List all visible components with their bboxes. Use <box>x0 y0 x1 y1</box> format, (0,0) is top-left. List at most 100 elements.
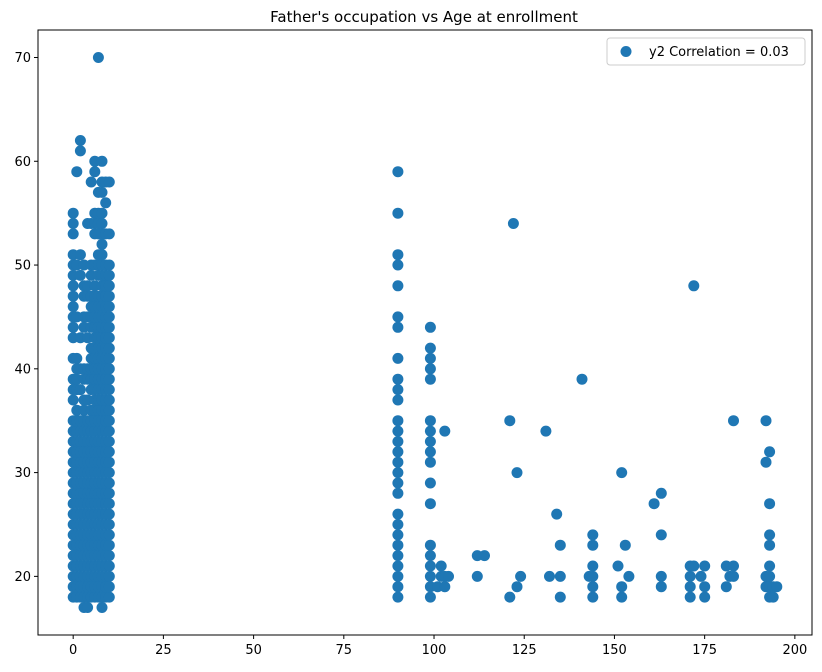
data-point <box>392 519 404 530</box>
data-point <box>392 311 404 323</box>
data-point <box>96 249 108 261</box>
data-point <box>587 539 599 551</box>
y-tick-label: 30 <box>14 466 31 481</box>
data-point <box>699 560 711 572</box>
data-point <box>103 539 115 551</box>
chart-title: Father's occupation vs Age at enrollment <box>270 8 578 26</box>
data-point <box>764 570 776 582</box>
data-point <box>89 166 101 178</box>
data-point <box>103 560 115 572</box>
data-point <box>507 218 519 229</box>
data-point <box>619 539 631 551</box>
data-point <box>392 249 404 261</box>
data-point <box>424 373 436 385</box>
data-point <box>392 570 404 582</box>
data-point <box>392 487 404 499</box>
data-point <box>100 197 112 209</box>
data-point <box>424 342 436 354</box>
data-point <box>424 436 436 447</box>
data-point <box>439 581 451 593</box>
data-point <box>424 446 436 458</box>
data-point <box>688 560 700 572</box>
data-point <box>103 321 115 333</box>
plot-frame <box>37 29 813 636</box>
data-point <box>74 249 86 261</box>
data-point <box>103 259 115 271</box>
data-point <box>435 560 447 572</box>
data-point <box>515 570 527 582</box>
data-point <box>612 560 624 572</box>
data-point <box>103 529 115 541</box>
data-point <box>67 280 79 292</box>
data-point <box>554 591 566 603</box>
data-point <box>392 280 404 292</box>
data-point <box>103 415 115 427</box>
data-point <box>392 352 404 364</box>
data-point <box>103 487 115 499</box>
data-point <box>103 508 115 520</box>
data-point <box>74 145 86 157</box>
data-point <box>540 425 552 437</box>
x-tick-label: 25 <box>155 643 172 658</box>
data-point <box>504 415 516 427</box>
data-point <box>424 321 436 333</box>
data-point <box>695 570 707 582</box>
y-tick-label: 60 <box>14 155 31 170</box>
data-point <box>616 467 628 479</box>
data-point <box>392 477 404 489</box>
data-point <box>439 425 451 437</box>
data-point <box>392 508 404 520</box>
data-point <box>103 384 115 396</box>
data-point <box>392 394 404 406</box>
data-point <box>392 425 404 437</box>
data-point <box>96 602 108 613</box>
data-point <box>587 570 599 582</box>
data-point <box>587 581 599 593</box>
legend-box <box>606 37 806 66</box>
data-point <box>103 352 115 364</box>
x-axis-ticks: 0 25 50 75 100 125 150 175 200 <box>69 635 807 658</box>
data-point <box>392 446 404 458</box>
data-point <box>67 218 79 229</box>
data-point <box>103 456 115 468</box>
data-point <box>392 384 404 396</box>
data-point <box>616 591 628 603</box>
data-point <box>82 602 94 613</box>
data-point <box>71 166 83 178</box>
data-point <box>424 550 436 562</box>
data-point <box>96 186 108 198</box>
x-tick-label: 125 <box>512 643 537 658</box>
data-point <box>424 591 436 603</box>
data-point <box>576 373 588 385</box>
data-point <box>424 352 436 364</box>
data-point <box>392 581 404 593</box>
data-point <box>764 498 776 510</box>
data-point <box>623 570 635 582</box>
data-point <box>479 550 490 562</box>
data-point <box>103 519 115 530</box>
data-point <box>764 539 776 551</box>
data-point <box>103 467 115 479</box>
data-point <box>96 218 108 229</box>
data-point <box>103 290 115 302</box>
data-point <box>684 570 696 582</box>
data-point <box>103 550 115 562</box>
data-point <box>392 436 404 447</box>
data-point <box>103 425 115 437</box>
data-point <box>424 560 436 572</box>
data-point <box>392 467 404 479</box>
data-point <box>392 166 404 178</box>
data-point <box>764 446 776 458</box>
data-point <box>392 207 404 219</box>
data-point <box>655 581 667 593</box>
data-point <box>424 570 436 582</box>
data-point <box>424 477 436 489</box>
data-point <box>554 570 566 582</box>
data-point <box>720 581 732 593</box>
data-point <box>424 539 436 551</box>
data-point <box>443 570 454 582</box>
data-point <box>103 363 115 375</box>
legend-label: y2 Correlation = 0.03 <box>649 45 789 60</box>
